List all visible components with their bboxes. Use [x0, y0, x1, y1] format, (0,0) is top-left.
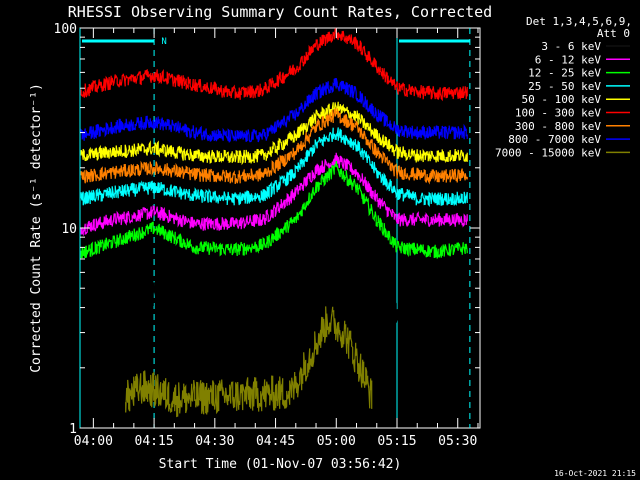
x-tick-label: 04:15: [135, 434, 174, 449]
x-tick-label: 05:30: [438, 434, 477, 449]
chart-title: RHESSI Observing Summary Count Rates, Co…: [68, 3, 492, 21]
legend-label-2: 6 - 12 keV: [535, 53, 602, 66]
x-axis-ticks: 04:00 04:15 04:30 04:45 05:00 05:15 05:30: [74, 28, 479, 449]
series-line-6: [80, 27, 468, 102]
x-axis-label: Start Time (01-Nov-07 03:56:42): [159, 457, 402, 472]
x-tick-label: 05:00: [317, 434, 356, 449]
legend-label-5: 50 - 100 keV: [522, 93, 602, 106]
legend-label-9: 7000 - 15000 keV: [495, 146, 601, 159]
legend-label-8: 800 - 7000 keV: [508, 133, 601, 146]
x-tick-label: 05:15: [377, 434, 416, 449]
series-line-7: [80, 107, 468, 185]
series-line-5: [80, 101, 468, 166]
y-tick-label: 1: [69, 422, 77, 437]
y-tick-label: 100: [54, 22, 77, 37]
series-line-1: [80, 188, 468, 332]
y-tick-label: 10: [61, 222, 77, 237]
series-line-8: [80, 77, 468, 143]
x-tick-label: 04:00: [74, 434, 113, 449]
series-line-3: [80, 160, 468, 259]
legend-label-7: 300 - 800 keV: [515, 120, 601, 133]
y-axis-label: Corrected Count Rate (s⁻¹ detector⁻¹): [29, 83, 44, 373]
legend-label-4: 25 - 50 keV: [528, 80, 601, 93]
series-line-9: [125, 306, 373, 418]
x-tick-label: 04:45: [256, 434, 295, 449]
series-line-4: [80, 127, 468, 208]
series-line-2: [80, 152, 468, 237]
legend-header-attenuator: Att 0: [597, 27, 630, 40]
x-tick-label: 04:30: [195, 434, 234, 449]
y-axis-ticks: 1 10 100: [54, 22, 480, 437]
legend-label-3: 12 - 25 keV: [528, 67, 601, 80]
legend-label-1: 3 - 6 keV: [541, 40, 601, 53]
legend-label-6: 100 - 300 keV: [515, 107, 601, 120]
footer-timestamp: 16-Oct-2021 21:15: [554, 469, 636, 478]
legend-header-detectors: Det 1,3,4,5,6,9,: [526, 15, 632, 28]
night-flag-label: N: [161, 37, 166, 47]
